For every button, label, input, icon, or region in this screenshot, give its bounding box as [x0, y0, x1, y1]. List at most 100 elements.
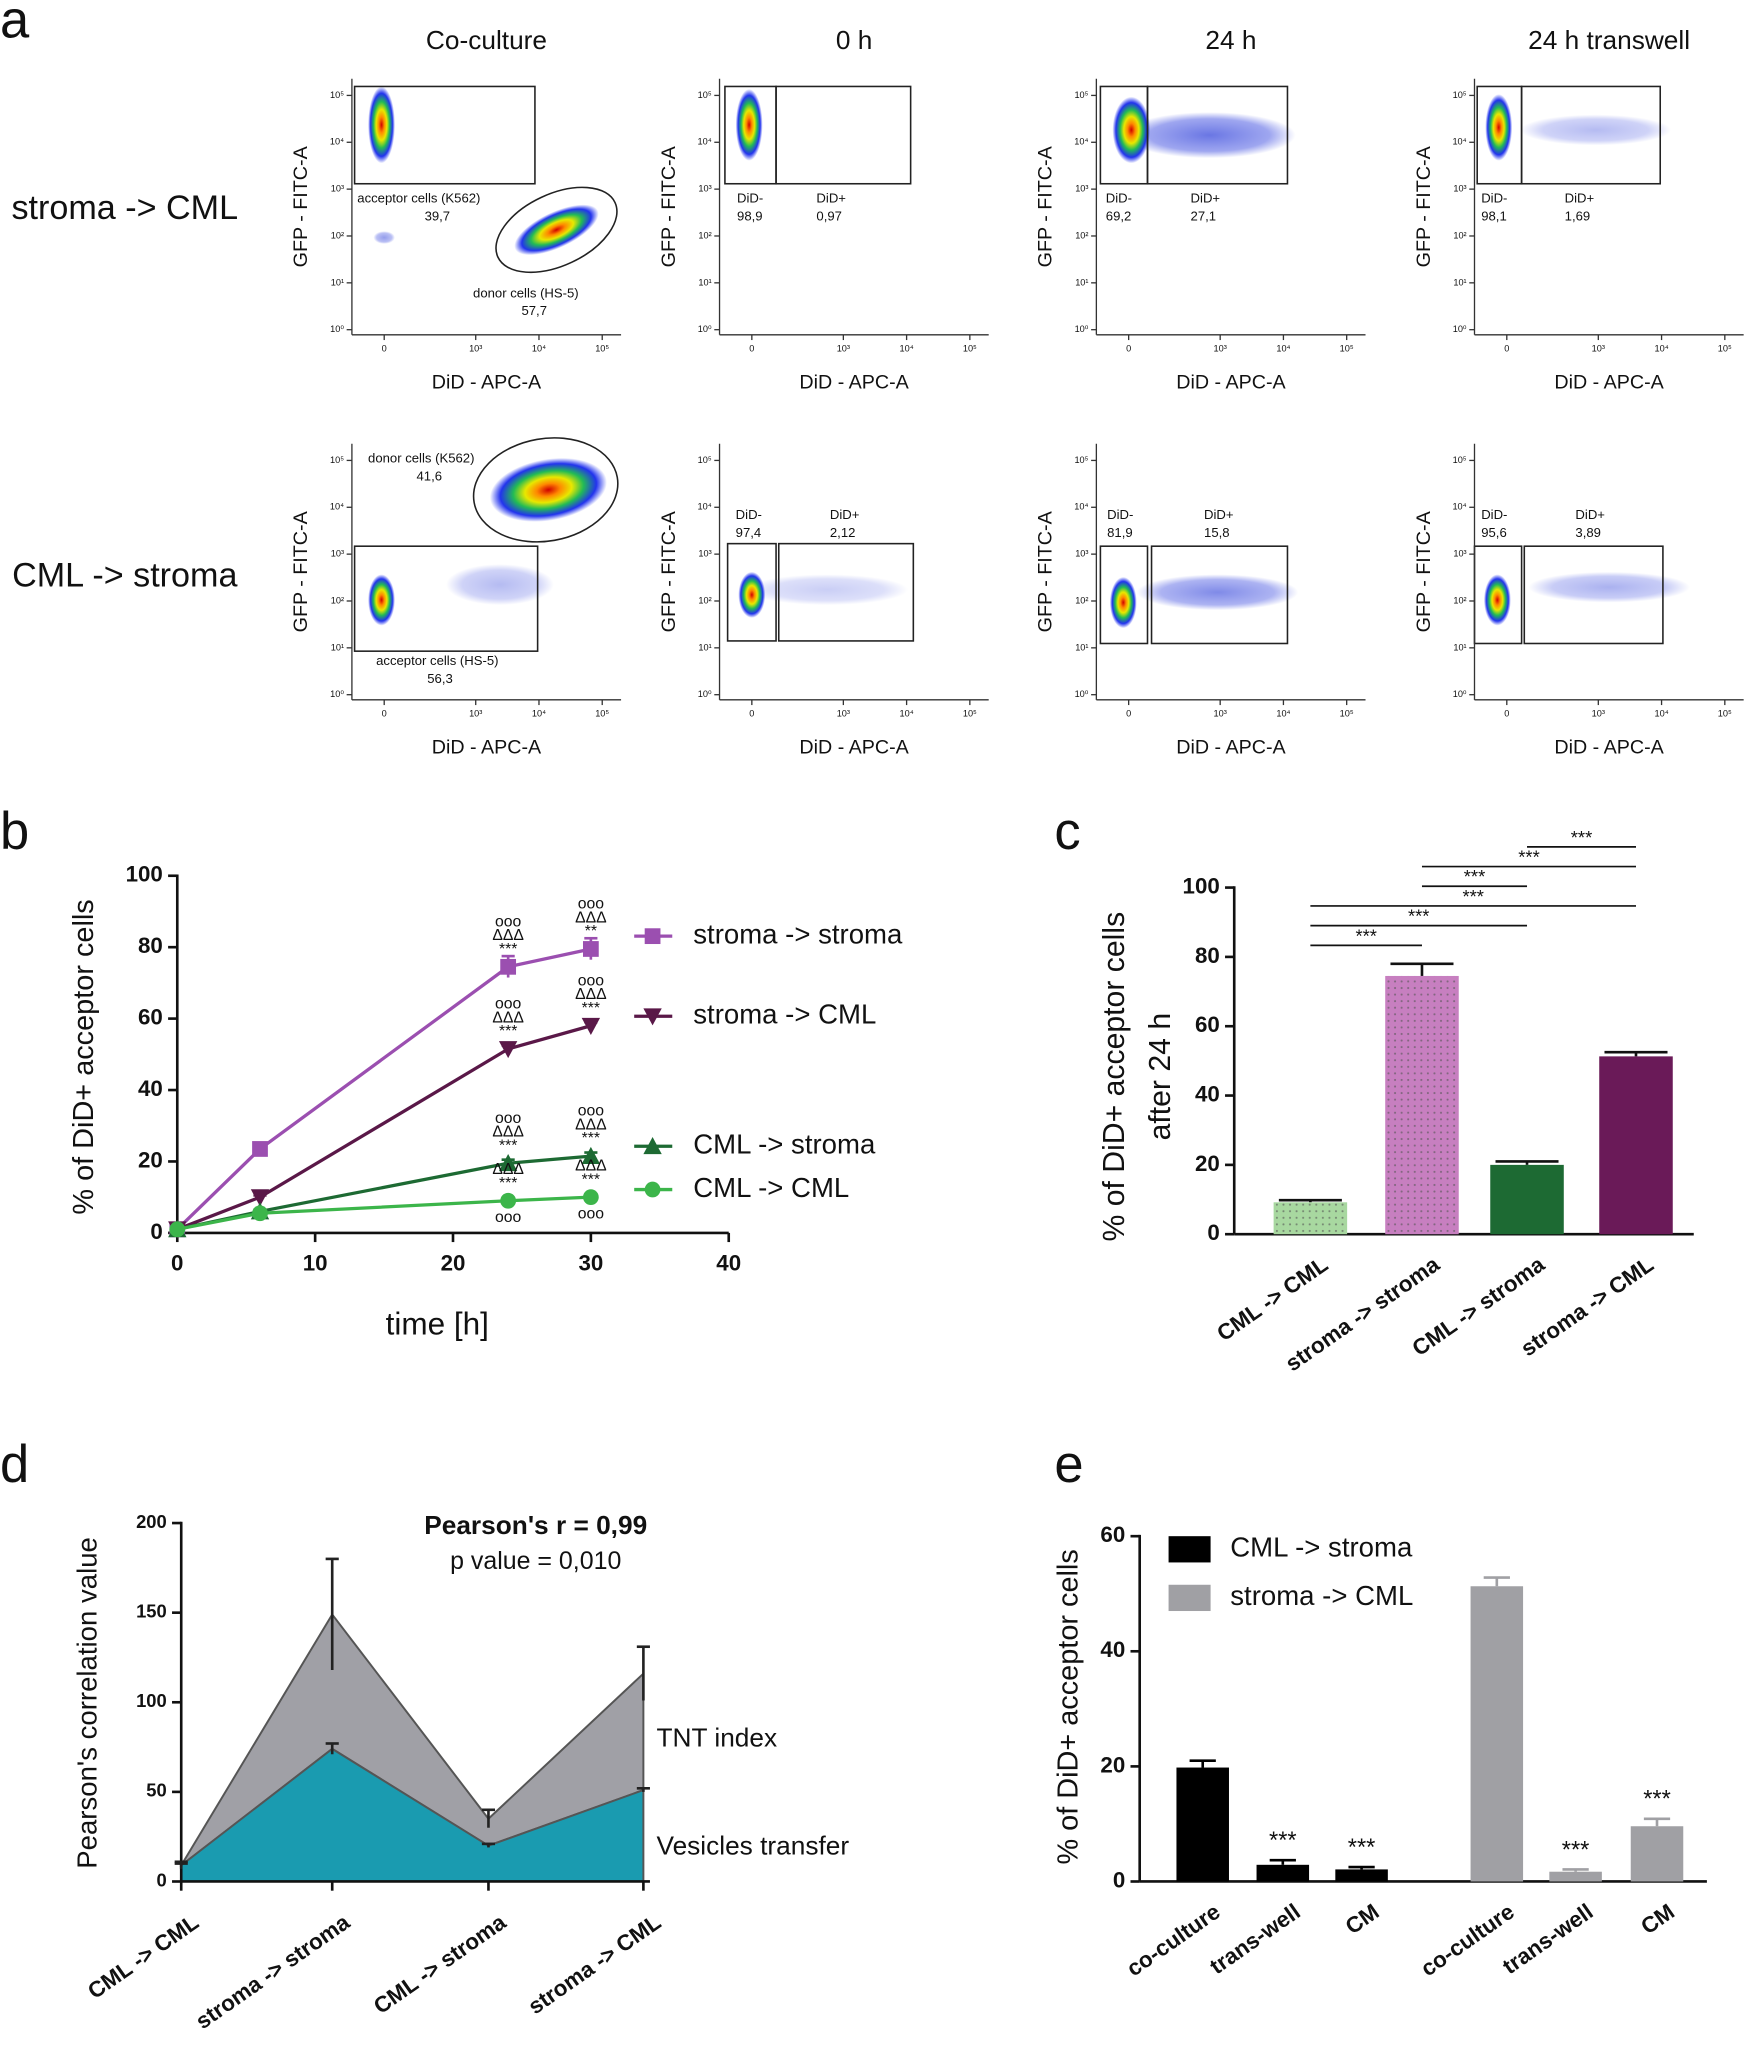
- marker: [582, 1189, 599, 1206]
- significance: ***: [582, 1000, 600, 1017]
- legend-label: stroma -> CML: [693, 999, 876, 1030]
- y-tick-label: 10³: [698, 184, 711, 194]
- gate: [775, 85, 912, 185]
- marker: [500, 958, 517, 975]
- x-axis-label: DiD - APC-A: [799, 737, 909, 759]
- marker: [252, 1141, 268, 1157]
- significance: ***: [1348, 1835, 1376, 1861]
- marker: [581, 1017, 601, 1035]
- significance: ***: [582, 1171, 600, 1188]
- significance: ooo: [495, 1110, 522, 1127]
- y-tick-label: 10⁰: [698, 689, 712, 699]
- significance: ooo: [578, 1205, 605, 1222]
- y-tick-label: 10⁰: [1453, 689, 1467, 699]
- x-tick-label: 10⁵: [1718, 344, 1732, 354]
- bar-pattern: [1273, 1202, 1348, 1235]
- annotation: p value = 0,010: [450, 1547, 621, 1575]
- gate-value: 0,97: [816, 209, 842, 224]
- y-tick-label: 0: [1207, 1220, 1219, 1245]
- column-title: 0 h: [836, 25, 873, 55]
- gate-name: DiD+: [1565, 191, 1595, 206]
- x-tick-label: 0: [1126, 709, 1131, 719]
- y-axis-label: GFP - FITC-A: [658, 510, 680, 632]
- row-label: stroma -> CML: [11, 189, 238, 227]
- legend-swatch: [1168, 1584, 1211, 1612]
- y-tick-label: 10⁵: [1074, 455, 1088, 465]
- gate-name: acceptor cells (K562): [357, 191, 480, 206]
- y-axis-label: % of DiD+ acceptor cells: [1098, 912, 1131, 1242]
- panel-label: d: [0, 1435, 29, 1494]
- gate-value: 81,9: [1107, 525, 1133, 540]
- y-tick-label: 10²: [698, 595, 711, 605]
- y-axis-label: after 24 h: [1144, 1013, 1177, 1141]
- y-axis-label: % of DiD+ acceptor cells: [1053, 1549, 1085, 1864]
- density-cloud: [368, 86, 395, 164]
- significance: ooo: [495, 1209, 522, 1226]
- significance: ***: [499, 1023, 517, 1040]
- x-tick-label: 10⁴: [1276, 344, 1290, 354]
- y-tick-label: 10⁴: [697, 137, 711, 147]
- y-tick-label: 10³: [1453, 549, 1466, 559]
- legend-label: stroma -> stroma: [693, 918, 903, 949]
- y-tick-label: 40: [138, 1076, 163, 1101]
- marker: [581, 1146, 601, 1164]
- significance: ΔΔΔ: [492, 1161, 524, 1178]
- marker: [498, 1041, 518, 1059]
- density-cloud: [1485, 94, 1513, 161]
- y-axis-label: GFP - FITC-A: [658, 145, 680, 267]
- bar: [1470, 1586, 1524, 1882]
- x-tick-label: 10⁵: [1340, 709, 1354, 719]
- y-tick-label: 10⁵: [1453, 455, 1467, 465]
- gate-value: 97,4: [736, 525, 762, 540]
- gate-value: 3,89: [1575, 525, 1601, 540]
- density-cloud: [1520, 114, 1671, 146]
- x-tick-label: 10³: [837, 344, 850, 354]
- y-tick-label: 10⁰: [698, 324, 712, 334]
- x-tick-label: co-culture: [1416, 1899, 1519, 1981]
- gate-name: DiD-: [1107, 507, 1133, 522]
- y-tick-label: 10⁰: [1075, 324, 1089, 334]
- gate-value: 57,7: [521, 303, 547, 318]
- gate-name: donor cells (HS-5): [473, 285, 579, 300]
- x-tick-label: 10⁴: [1654, 344, 1668, 354]
- density-cloud: [373, 231, 395, 244]
- y-tick-label: 10¹: [1075, 642, 1088, 652]
- y-axis-label: GFP - FITC-A: [1413, 510, 1435, 632]
- x-tick-label: 10⁵: [595, 344, 609, 354]
- significance: ***: [1269, 1828, 1297, 1854]
- gate-value: 2,12: [830, 525, 856, 540]
- significance: ΔΔΔ: [575, 1116, 607, 1133]
- x-tick-label: 10³: [1214, 709, 1227, 719]
- series-label: TNT index: [657, 1723, 778, 1753]
- y-tick-label: 50: [146, 1780, 166, 1801]
- significance: ***: [1562, 1837, 1590, 1863]
- y-tick-label: 10⁵: [330, 90, 344, 100]
- gate-name: donor cells (K562): [368, 451, 474, 466]
- x-tick-label: CM: [1636, 1899, 1679, 1939]
- y-tick-label: 60: [1100, 1522, 1125, 1547]
- y-tick-label: 10²: [1075, 230, 1088, 240]
- x-tick-label: stroma -> CML: [524, 1909, 666, 2019]
- x-tick-label: 10⁴: [532, 344, 546, 354]
- gate-value: 56,3: [427, 671, 453, 686]
- density-cloud: [514, 204, 599, 256]
- significance: ***: [499, 941, 517, 958]
- gate-name: DiD+: [816, 191, 846, 206]
- y-tick-label: 10⁴: [330, 502, 344, 512]
- density-cloud: [735, 89, 763, 161]
- y-tick-label: 10⁴: [1452, 502, 1466, 512]
- x-tick-label: 0: [1504, 344, 1509, 354]
- significance: ΔΔΔ: [575, 1157, 607, 1174]
- y-tick-label: 10⁴: [697, 502, 711, 512]
- y-tick-label: 10⁰: [330, 324, 344, 334]
- gate-value: 27,1: [1191, 209, 1217, 224]
- x-tick-label: 10⁵: [963, 344, 977, 354]
- bar-pattern: [1385, 975, 1459, 1235]
- gate-value: 41,6: [417, 469, 443, 484]
- significance: ooo: [578, 1103, 605, 1120]
- y-tick-label: 60: [138, 1004, 163, 1029]
- panel-label: c: [1054, 802, 1080, 861]
- x-axis-label: DiD - APC-A: [432, 372, 542, 394]
- gate: [353, 85, 536, 185]
